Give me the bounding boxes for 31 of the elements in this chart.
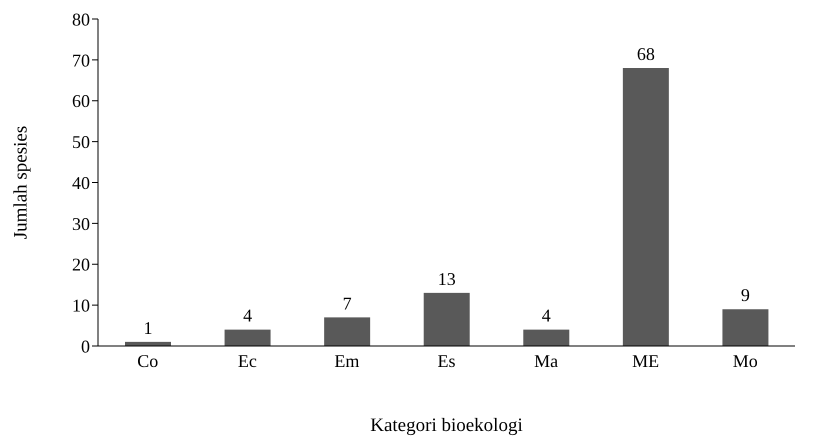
y-tick-label: 0: [81, 336, 90, 356]
x-tick-label: Ec: [238, 350, 257, 371]
data-label: 9: [740, 285, 750, 306]
bar: [324, 317, 370, 346]
x-tick-label: Co: [137, 350, 158, 371]
data-label: 4: [243, 306, 252, 326]
data-label: 4: [542, 306, 551, 326]
x-tick-label: Mo: [732, 350, 758, 371]
y-axis-title: Jumlah spesies: [10, 126, 32, 240]
data-label: 7: [342, 293, 352, 314]
y-tick-label: 80: [72, 9, 90, 30]
bar: [523, 330, 570, 346]
y-tick-label: 60: [72, 91, 90, 112]
y-tick-label: 20: [72, 254, 90, 275]
x-tick-label: Em: [334, 350, 360, 371]
y-tick-label: 30: [72, 214, 90, 234]
y-tick-label: 50: [72, 132, 90, 152]
bar: [622, 68, 669, 346]
bar: [424, 292, 470, 346]
y-tick-label: 70: [72, 50, 90, 70]
x-tick-label: Ma: [534, 350, 558, 371]
data-label: 1: [144, 318, 152, 338]
y-tick-label: 10: [72, 296, 90, 316]
x-axis-title: Kategori bioekologi: [370, 415, 523, 436]
data-label: 68: [636, 44, 655, 64]
bar: [224, 330, 271, 346]
x-tick-label: Es: [438, 350, 456, 371]
bar: [722, 309, 768, 346]
x-tick-label: ME: [632, 350, 660, 371]
data-label: 13: [438, 268, 456, 289]
y-tick-label: 40: [72, 172, 90, 193]
